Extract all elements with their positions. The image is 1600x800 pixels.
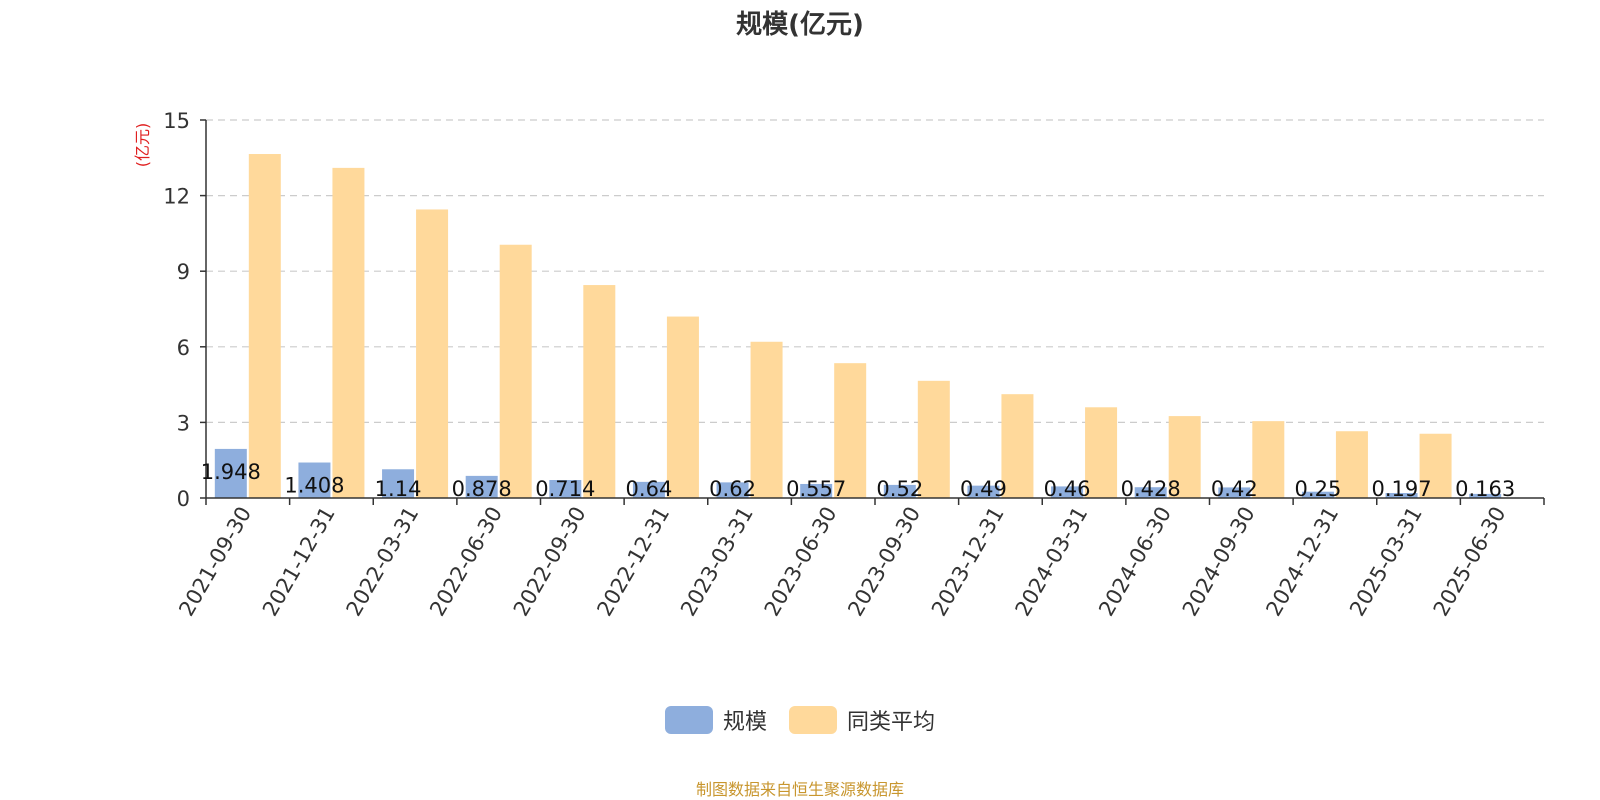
x-tick-label: 2024-12-31: [1261, 503, 1343, 621]
bar-peer-average: [1335, 431, 1368, 498]
legend-swatch-peer-average: [789, 706, 837, 734]
bar-scale: [800, 483, 833, 498]
data-label: 0.64: [626, 477, 673, 501]
bar-scale: [214, 448, 247, 498]
bar-scale: [382, 469, 415, 498]
y-tick-label: 6: [177, 336, 190, 360]
bar-scale: [298, 462, 331, 498]
data-label: 0.714: [535, 477, 595, 501]
legend-swatch-scale: [664, 706, 713, 734]
bar-peer-average: [1419, 433, 1452, 498]
bar-peer-average: [1168, 416, 1201, 498]
bar-scale: [1301, 491, 1334, 498]
bar-scale: [716, 482, 749, 498]
bar-peer-average: [1252, 421, 1285, 498]
bar-scale: [1051, 486, 1084, 498]
x-tick-label: 2024-06-30: [1094, 503, 1176, 621]
y-tick-label: 3: [177, 411, 190, 435]
data-labels-layer: 1.948 1.408 1.14 0.878 0.714 0.64 0.62 0.557 0.5…: [201, 460, 1516, 501]
y-tick-label: 9: [177, 260, 190, 284]
data-label: 0.197: [1372, 477, 1432, 501]
bar-scale: [1134, 487, 1167, 498]
legend-item-scale[interactable]: 规模: [664, 704, 767, 736]
data-label: 0.163: [1455, 477, 1515, 501]
grid-layer: [206, 119, 1544, 423]
data-label: 0.52: [876, 477, 923, 501]
chart-title: 规模(亿元): [736, 10, 864, 40]
bar-peer-average: [750, 341, 783, 498]
x-tick-label: 2022-09-30: [509, 503, 591, 621]
data-label: 0.49: [960, 477, 1007, 501]
bars-layer: [214, 154, 1502, 498]
legend-item-peer-average[interactable]: 同类平均: [789, 704, 935, 736]
x-tick-label: 2021-09-30: [174, 503, 256, 621]
x-tick-label: 2025-06-30: [1429, 503, 1511, 621]
data-label: 0.878: [452, 477, 512, 501]
y-tick-label: 0: [177, 487, 190, 511]
bar-scale: [967, 485, 1000, 498]
x-tick-label: 2023-06-30: [760, 503, 842, 621]
bar-scale: [1385, 493, 1418, 498]
bar-peer-average: [917, 380, 950, 498]
x-tick-label: 2023-09-30: [843, 503, 925, 621]
bar-scale: [883, 484, 916, 498]
bar-scale: [465, 475, 498, 498]
bar-peer-average: [666, 316, 699, 498]
y-tick-label: 15: [163, 109, 190, 133]
bar-scale: [1469, 493, 1502, 498]
legend: 规模 同类平均: [0, 704, 1600, 736]
x-tick-label: 2022-12-31: [592, 503, 674, 621]
bar-peer-average: [1001, 394, 1034, 498]
x-tick-label: 2025-03-31: [1345, 503, 1427, 621]
x-tick-label: 2022-03-31: [342, 503, 424, 621]
x-tick-label: 2023-03-31: [676, 503, 758, 621]
bar-scale: [1218, 487, 1251, 498]
data-label: 0.42: [1211, 477, 1258, 501]
legend-label-scale: 规模: [722, 710, 767, 735]
data-label: 0.46: [1044, 477, 1091, 501]
legend-label-peer-average: 同类平均: [847, 710, 936, 735]
bar-peer-average: [248, 154, 281, 498]
data-label: 1.14: [375, 477, 422, 501]
data-label: 1.408: [284, 474, 344, 498]
x-tick-label: 2024-09-30: [1178, 503, 1260, 621]
data-label: 1.948: [201, 460, 261, 484]
x-tick-label: 2021-12-31: [258, 503, 340, 621]
x-tick-label: 2023-12-31: [927, 503, 1009, 621]
bar-peer-average: [416, 209, 449, 498]
x-tick-label: 2024-03-31: [1011, 503, 1093, 621]
bar-peer-average: [1085, 407, 1118, 498]
bar-peer-average: [583, 285, 616, 498]
x-tick-label: 2022-06-30: [425, 503, 507, 621]
bar-scale: [632, 481, 665, 498]
bar-scale: [549, 480, 582, 498]
data-label: 0.25: [1295, 477, 1342, 501]
y-tick-label: 12: [163, 185, 190, 209]
bar-peer-average: [332, 167, 365, 498]
data-label: 0.62: [709, 477, 756, 501]
y-axis-label: (亿元): [133, 123, 152, 168]
source-note: 制图数据来自恒生聚源数据库: [695, 780, 904, 799]
bar-peer-average: [499, 244, 532, 498]
data-label: 0.428: [1121, 477, 1181, 501]
bar-peer-average: [834, 363, 867, 498]
data-label: 0.557: [786, 477, 846, 501]
